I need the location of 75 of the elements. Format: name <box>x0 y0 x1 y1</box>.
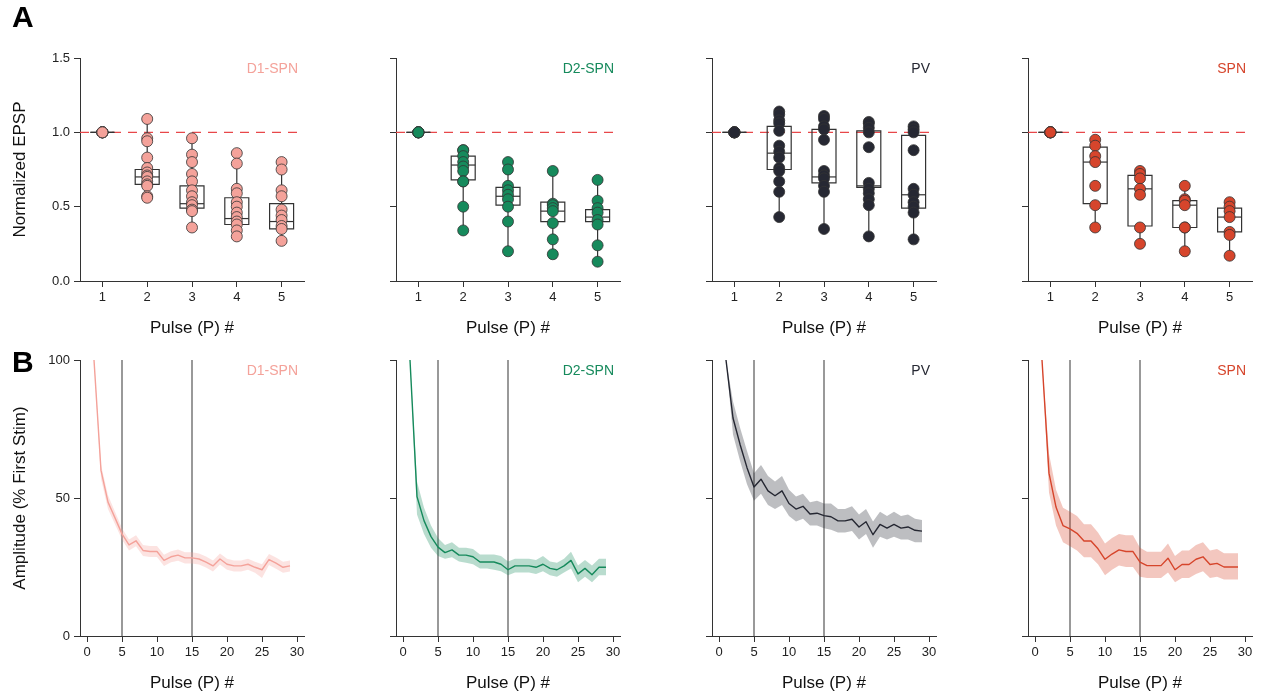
x-tick-label: 15 <box>1132 644 1148 660</box>
x-tick-label: 1 <box>730 289 739 305</box>
x-tick-label: 15 <box>184 644 200 660</box>
x-tick-label: 30 <box>1237 644 1253 660</box>
y-tick-label: 1.5 <box>51 49 70 65</box>
x-tick-label: 1 <box>1046 289 1055 305</box>
y-axis-title: Normalized EPSP <box>9 101 29 238</box>
x-tick-label: 5 <box>750 644 758 660</box>
x-tick-label: 4 <box>1181 289 1189 305</box>
x-tick-label: 30 <box>289 644 305 660</box>
x-tick-label: 3 <box>820 289 828 305</box>
x-tick-label: 5 <box>277 289 286 305</box>
text: A <box>12 0 34 34</box>
x-tick-label: 5 <box>1225 289 1234 305</box>
x-tick-label: 1 <box>414 289 423 305</box>
x-tick-label: 25 <box>886 644 902 660</box>
text: B <box>12 345 34 379</box>
x-tick-label: 10 <box>465 644 481 660</box>
x-tick-label: 2 <box>459 289 467 305</box>
x-tick-label: 30 <box>921 644 937 660</box>
x-tick-label: 20 <box>1167 644 1183 660</box>
x-tick-label: 25 <box>570 644 586 660</box>
x-axis-title: Pulse (P) # <box>781 673 867 693</box>
x-tick-label: 25 <box>1202 644 1218 660</box>
x-tick-label: 3 <box>188 289 196 305</box>
x-tick-label: 20 <box>851 644 867 660</box>
x-axis-title: Pulse (P) # <box>781 318 867 338</box>
x-tick-label: 10 <box>149 644 165 660</box>
x-tick-label: 30 <box>605 644 621 660</box>
x-tick-label: 10 <box>781 644 797 660</box>
x-tick-label: 20 <box>219 644 235 660</box>
x-tick-label: 15 <box>500 644 516 660</box>
x-axis-title: Pulse (P) # <box>149 318 235 338</box>
x-tick-label: 5 <box>434 644 442 660</box>
x-axis-title: Pulse (P) # <box>465 673 551 693</box>
y-tick-label: 1.0 <box>51 123 70 139</box>
x-tick-label: 1 <box>98 289 107 305</box>
text: D2-SPN <box>562 361 614 378</box>
x-tick-label: 5 <box>1066 644 1074 660</box>
x-tick-label: 2 <box>143 289 151 305</box>
y-tick-label: 50 <box>55 489 70 505</box>
x-tick-label: 2 <box>775 289 783 305</box>
text: D1-SPN <box>246 361 298 378</box>
text: PV <box>911 59 931 76</box>
text: SPN <box>1217 59 1246 76</box>
x-axis-title: Pulse (P) # <box>465 318 551 338</box>
x-tick-label: 4 <box>865 289 873 305</box>
x-tick-label: 4 <box>233 289 241 305</box>
text: SPN <box>1217 361 1246 378</box>
x-tick-label: 3 <box>1136 289 1144 305</box>
x-axis-title: Pulse (P) # <box>1097 318 1183 338</box>
x-tick-label: 5 <box>593 289 602 305</box>
x-tick-label: 2 <box>1091 289 1099 305</box>
y-tick-label: 0.5 <box>51 198 70 214</box>
x-tick-label: 5 <box>909 289 918 305</box>
y-tick-label: 0.0 <box>51 272 70 288</box>
x-tick-label: 25 <box>254 644 270 660</box>
text: D2-SPN <box>562 59 614 76</box>
x-tick-label: 15 <box>816 644 832 660</box>
x-tick-label: 0 <box>715 644 723 660</box>
x-tick-label: 0 <box>1031 644 1039 660</box>
x-tick-label: 20 <box>535 644 551 660</box>
y-tick-label: 100 <box>48 351 70 367</box>
x-axis-title: Pulse (P) # <box>149 673 235 693</box>
y-tick-label: 0 <box>62 627 70 643</box>
x-tick-label: 4 <box>549 289 557 305</box>
text: PV <box>911 361 931 378</box>
x-tick-label: 5 <box>118 644 126 660</box>
x-tick-label: 10 <box>1097 644 1113 660</box>
y-axis-title: Amplitude (% First Stim) <box>9 406 29 590</box>
x-tick-label: 0 <box>399 644 407 660</box>
x-tick-label: 3 <box>504 289 512 305</box>
x-axis-title: Pulse (P) # <box>1097 673 1183 693</box>
text: D1-SPN <box>246 59 298 76</box>
x-tick-label: 0 <box>83 644 91 660</box>
